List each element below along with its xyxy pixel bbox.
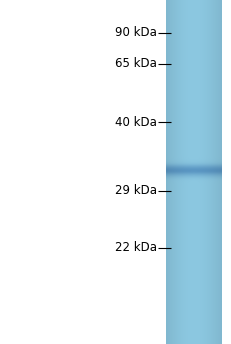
Text: 22 kDa: 22 kDa (115, 241, 157, 254)
Text: 65 kDa: 65 kDa (115, 57, 157, 70)
Text: 90 kDa: 90 kDa (115, 26, 157, 39)
Text: 40 kDa: 40 kDa (115, 116, 157, 129)
Text: 29 kDa: 29 kDa (115, 184, 157, 197)
